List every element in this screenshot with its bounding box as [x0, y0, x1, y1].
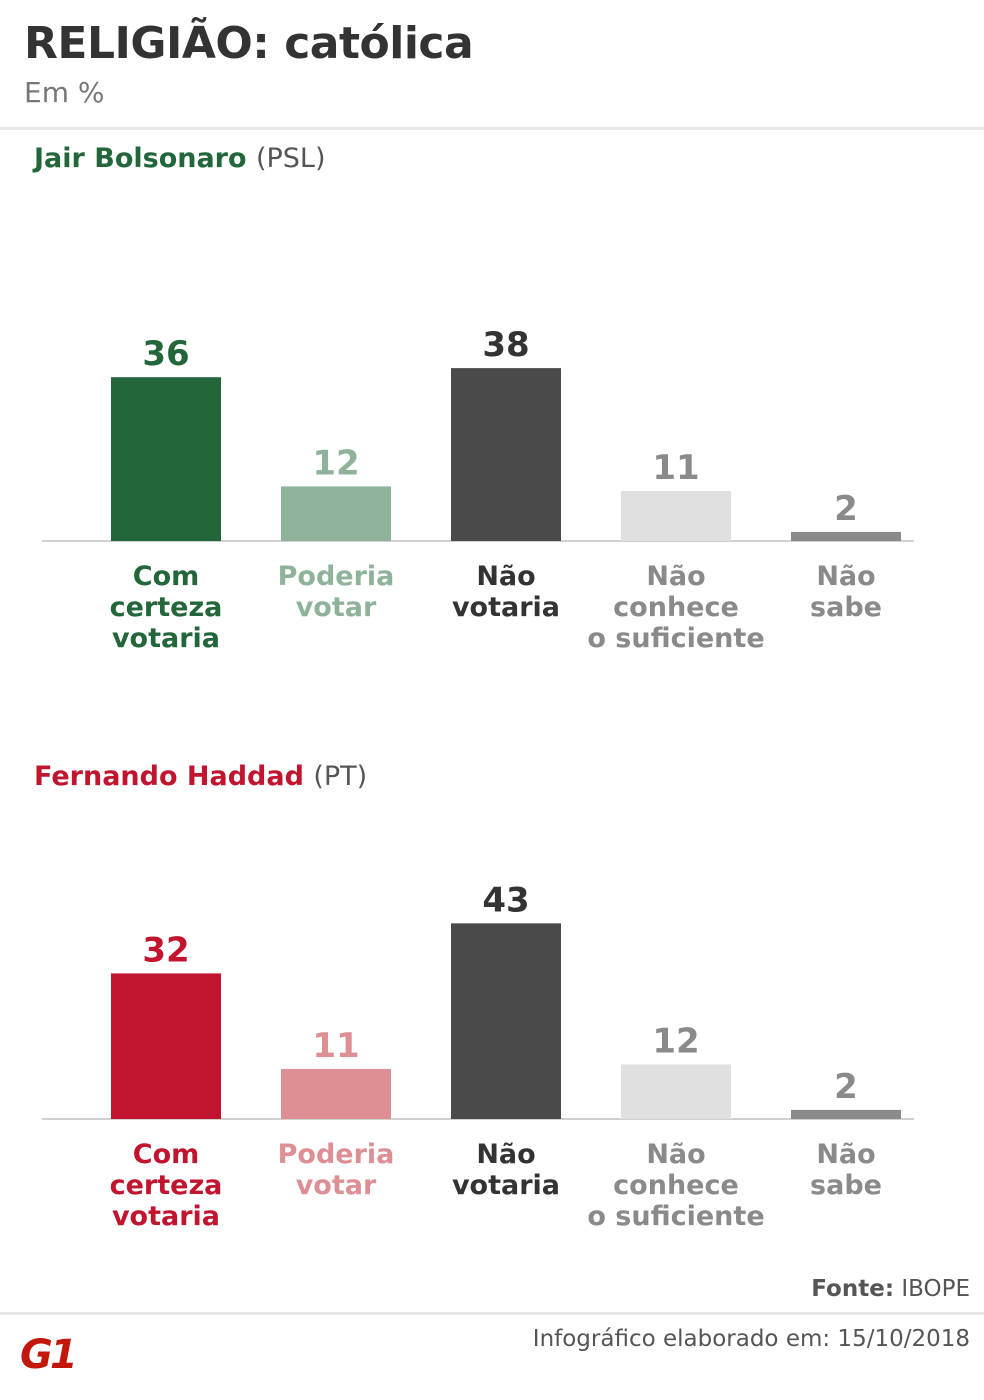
- chart1-category-line: sabe: [810, 592, 882, 623]
- chart1-category-label-4: Não conhece o suficiente: [587, 561, 764, 654]
- chart2-category-line: certeza: [110, 1170, 223, 1201]
- chart1-value-label-5: 2: [834, 489, 858, 529]
- chart1-bar-4: [621, 490, 731, 541]
- chart1-category-label-3: Não votaria: [452, 561, 560, 623]
- chart2-category-label-4: Não conhece o suficiente: [587, 1139, 764, 1232]
- chart1-bar-3: [451, 368, 561, 541]
- chart-title: RELIGIÃO: católica: [24, 18, 474, 69]
- chart2-bar-1: [111, 973, 221, 1119]
- chart2-bar-3: [451, 923, 561, 1119]
- chart2-category-line: conhece: [613, 1170, 739, 1201]
- chart1-category-line: Com: [133, 561, 200, 592]
- chart1-bar-5: [791, 531, 901, 541]
- chart1-category-line: votaria: [112, 623, 220, 654]
- chart1-category-line: votaria: [452, 592, 560, 623]
- chart2-category-label-3: Não votaria: [452, 1139, 560, 1201]
- source-line: Fonte: IBOPE: [811, 1276, 970, 1302]
- top-divider: [0, 127, 984, 130]
- chart1-candidate-name: Jair Bolsonaro: [34, 143, 247, 174]
- chart1-candidate-party: (PSL): [255, 143, 326, 174]
- chart2-bar-4: [621, 1064, 731, 1119]
- chart2-category-line: sabe: [810, 1170, 882, 1201]
- chart1-category-line: Poderia: [278, 561, 395, 592]
- chart2-category-line: votar: [296, 1170, 377, 1201]
- chart1-category-line: Não: [646, 561, 705, 592]
- chart2-bar-5: [791, 1109, 901, 1119]
- chart1-value-label-2: 12: [312, 443, 359, 483]
- chart1-category-line: certeza: [110, 592, 223, 623]
- chart1-bar-2: [281, 486, 391, 541]
- chart1-category-label-2: Poderia votar: [278, 561, 395, 623]
- chart-subtitle: Em %: [24, 76, 105, 109]
- g1-logo-icon: G1: [20, 1332, 78, 1374]
- chart1-category-label-5: Não sabe: [810, 561, 882, 623]
- chart2-category-line: Com: [133, 1139, 200, 1170]
- chart2-category-line: Não: [476, 1139, 535, 1170]
- source-value: IBOPE: [901, 1276, 970, 1302]
- chart2-category-line: votaria: [112, 1201, 220, 1232]
- chart1-value-label-4: 11: [652, 448, 699, 488]
- chart2-value-label-3: 43: [482, 880, 529, 920]
- chart2-value-label-4: 12: [652, 1021, 699, 1061]
- chart2-category-line: o suficiente: [587, 1201, 764, 1232]
- chart1-candidate-title: Jair Bolsonaro (PSL): [34, 143, 325, 174]
- chart2-category-line: Não: [646, 1139, 705, 1170]
- chart2-bar-2: [281, 1068, 391, 1119]
- chart1-value-label-1: 36: [142, 334, 189, 374]
- chart1-category-line: conhece: [613, 592, 739, 623]
- chart2-category-line: Não: [816, 1139, 875, 1170]
- chart2-candidate-title: Fernando Haddad (PT): [34, 761, 367, 792]
- chart1-category-label-1: Com certeza votaria: [110, 561, 223, 654]
- chart2-candidate-party: (PT): [313, 761, 368, 792]
- chart1-bar-1: [111, 377, 221, 541]
- chart2-value-label-2: 11: [312, 1026, 359, 1066]
- chart2-category-line: votaria: [452, 1170, 560, 1201]
- chart2-category-label-2: Poderia votar: [278, 1139, 395, 1201]
- chart2-value-label-1: 32: [142, 930, 189, 970]
- logo-text: G1: [20, 1332, 75, 1374]
- chart1-category-line: Não: [816, 561, 875, 592]
- chart2-category-label-5: Não sabe: [810, 1139, 882, 1201]
- chart2-category-label-1: Com certeza votaria: [110, 1139, 223, 1232]
- chart2-category-line: Poderia: [278, 1139, 395, 1170]
- chart1-category-line: o suficiente: [587, 623, 764, 654]
- chart2-candidate-name: Fernando Haddad: [34, 761, 304, 792]
- bottom-divider: [0, 1312, 984, 1315]
- chart1-value-label-3: 38: [482, 325, 529, 365]
- infographic-date-note: Infográfico elaborado em: 15/10/2018: [532, 1326, 970, 1352]
- source-label: Fonte:: [811, 1276, 895, 1302]
- chart1-category-line: votar: [296, 592, 377, 623]
- chart2-value-label-5: 2: [834, 1067, 858, 1107]
- chart1-category-line: Não: [476, 561, 535, 592]
